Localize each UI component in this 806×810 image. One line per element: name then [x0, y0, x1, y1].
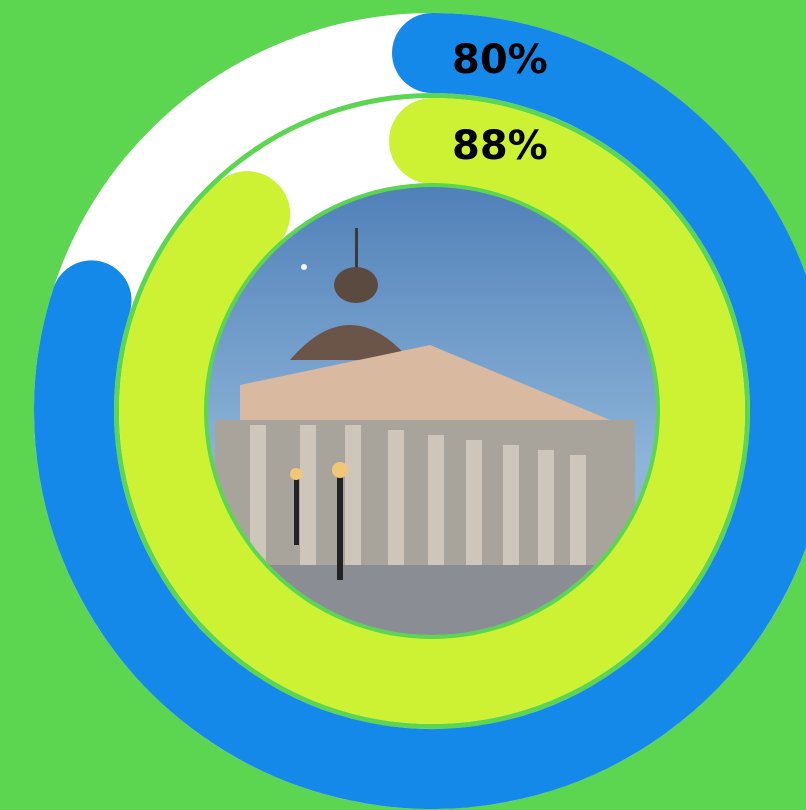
value-label: 80% [452, 37, 548, 83]
chart: 80% 88% [0, 0, 806, 810]
page: 80%88% (() => { const data = JSON.parse(… [0, 0, 806, 810]
value-label: 88% [452, 123, 548, 169]
